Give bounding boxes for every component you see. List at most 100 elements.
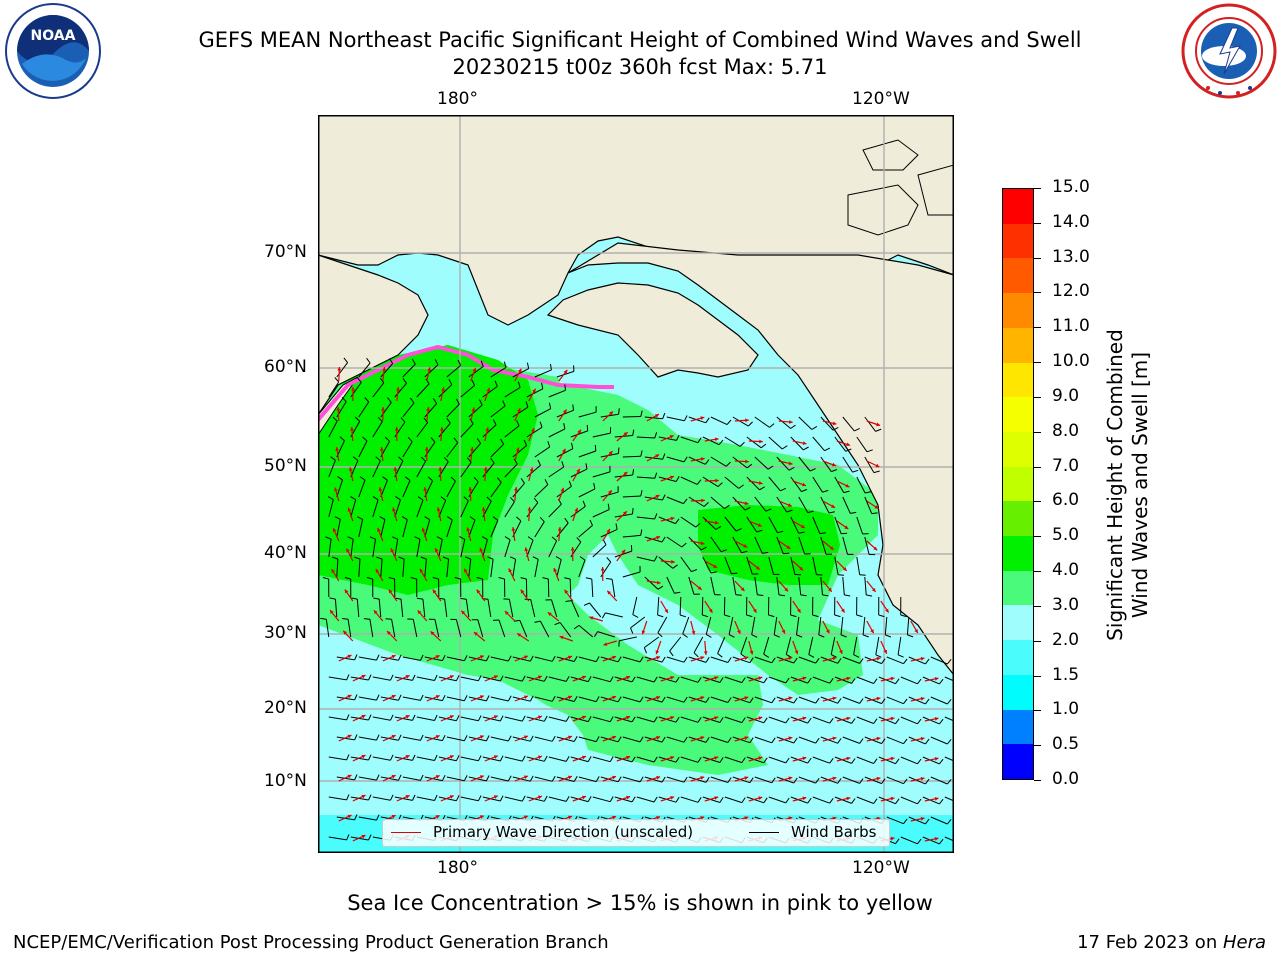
wind-barb-flag bbox=[398, 654, 402, 661]
wave-arrow-head bbox=[802, 716, 807, 721]
wind-barb-flag bbox=[585, 463, 588, 470]
wind-barb bbox=[922, 756, 940, 765]
wind-barb bbox=[446, 365, 461, 378]
wind-barb-flag bbox=[398, 774, 402, 781]
wind-barb-flag bbox=[373, 597, 380, 600]
wind-barb-flag bbox=[507, 775, 512, 782]
wind-barb-flag bbox=[412, 794, 416, 801]
wind-barb bbox=[578, 411, 597, 418]
wind-barb bbox=[768, 716, 786, 724]
wind-barb bbox=[820, 696, 838, 704]
wave-arrow-head bbox=[427, 367, 431, 372]
wind-barb-flag bbox=[455, 715, 460, 721]
chart-title-line2: 20230215 t00z 360h fcst Max: 5.71 bbox=[452, 55, 828, 79]
wave-arrow-head bbox=[518, 368, 522, 373]
wind-barb bbox=[556, 370, 575, 378]
wave-arrow-head bbox=[373, 610, 378, 615]
wind-barb bbox=[547, 578, 550, 598]
wind-barb bbox=[812, 676, 830, 684]
wind-barb-flag bbox=[492, 419, 497, 426]
land-arctic-island-3 bbox=[917, 164, 954, 216]
wind-barb-flag bbox=[420, 734, 424, 741]
wave-arrow-head bbox=[337, 367, 342, 371]
wind-barb-flag bbox=[719, 717, 724, 723]
wind-barb-flag bbox=[477, 755, 482, 762]
wave-arrow-head bbox=[758, 796, 763, 800]
wave-arrow-head bbox=[800, 524, 805, 528]
wind-barb bbox=[693, 636, 704, 653]
wind-barb-flag bbox=[617, 776, 622, 783]
wind-barb-flag bbox=[547, 441, 551, 448]
wind-barb bbox=[508, 599, 514, 618]
wind-barb-flag bbox=[763, 653, 770, 658]
wind-barb bbox=[710, 496, 725, 509]
wind-barb-flag bbox=[939, 678, 944, 685]
wind-barb-flag bbox=[606, 578, 613, 580]
wind-barb-flag bbox=[829, 718, 834, 724]
wind-barb bbox=[380, 480, 388, 498]
wind-barb bbox=[922, 796, 940, 805]
wind-barb bbox=[325, 619, 330, 638]
wind-barb-flag bbox=[376, 734, 380, 741]
wind-barb-flag bbox=[897, 654, 904, 658]
wind-barb-flag bbox=[917, 758, 922, 765]
land-alaska-peninsula bbox=[546, 282, 759, 378]
wind-barb bbox=[688, 456, 706, 465]
wind-barb-flag bbox=[640, 410, 643, 417]
wind-barb-flag bbox=[379, 377, 385, 384]
wind-barb-flag bbox=[343, 357, 348, 363]
wave-arrow-head bbox=[493, 795, 498, 799]
wind-barb-flag bbox=[844, 594, 851, 597]
wind-barb-flag bbox=[502, 400, 506, 407]
wind-barb bbox=[842, 456, 853, 473]
wind-barb-flag bbox=[691, 569, 698, 573]
wind-barb bbox=[906, 616, 910, 635]
wind-barb-flag bbox=[696, 479, 702, 485]
wave-arrow-head bbox=[826, 629, 830, 634]
wind-barb-flag bbox=[741, 717, 746, 723]
wave-arrow-head bbox=[347, 507, 352, 512]
wind-barb bbox=[666, 456, 685, 463]
wind-barb bbox=[680, 556, 692, 572]
wind-barb bbox=[460, 756, 479, 762]
wind-barb-flag bbox=[809, 468, 816, 472]
wind-barb-flag bbox=[476, 577, 483, 580]
wave-arrow-head bbox=[486, 387, 491, 392]
wave-arrow-head bbox=[844, 525, 849, 529]
colorbar-tick-mark bbox=[1034, 571, 1041, 573]
wind-barb bbox=[798, 696, 816, 704]
wind-barb bbox=[504, 425, 520, 438]
wind-barb bbox=[460, 796, 479, 802]
wave-arrow-head bbox=[351, 387, 355, 391]
wind-barb bbox=[768, 556, 774, 575]
wind-barb bbox=[446, 559, 450, 578]
wave-arrow-head bbox=[828, 587, 832, 592]
wind-barb-flag bbox=[731, 572, 738, 575]
wind-barb-flag bbox=[718, 439, 724, 446]
wind-barb bbox=[614, 796, 633, 803]
wave-arrow-head bbox=[421, 527, 426, 532]
wave-arrow-head bbox=[714, 756, 719, 760]
wind-barb-flag bbox=[595, 696, 600, 702]
wind-barb bbox=[592, 796, 611, 803]
wind-barb-flag bbox=[485, 735, 490, 742]
wave-arrow-head bbox=[670, 475, 674, 480]
wind-barb bbox=[556, 656, 575, 662]
wave-arrow-head bbox=[714, 676, 719, 680]
wave-arrow-head bbox=[438, 467, 443, 471]
wind-barb-flag bbox=[398, 734, 402, 741]
wind-barb-flag bbox=[838, 574, 845, 576]
wind-barb-flag bbox=[756, 529, 763, 533]
wind-barb bbox=[490, 366, 507, 378]
wind-barb-flag bbox=[771, 777, 776, 784]
wave-arrow-head bbox=[517, 633, 522, 637]
wave-arrow-head bbox=[714, 716, 719, 720]
wind-barb-flag bbox=[463, 655, 468, 661]
colorbar-tick-mark bbox=[1034, 292, 1041, 294]
wind-barb-flag bbox=[544, 479, 549, 485]
wind-barb bbox=[666, 536, 683, 548]
wave-arrow-head bbox=[348, 467, 353, 472]
wind-barb bbox=[519, 620, 528, 638]
wind-barb-flag bbox=[925, 738, 930, 745]
wind-barb-flag bbox=[903, 658, 908, 665]
